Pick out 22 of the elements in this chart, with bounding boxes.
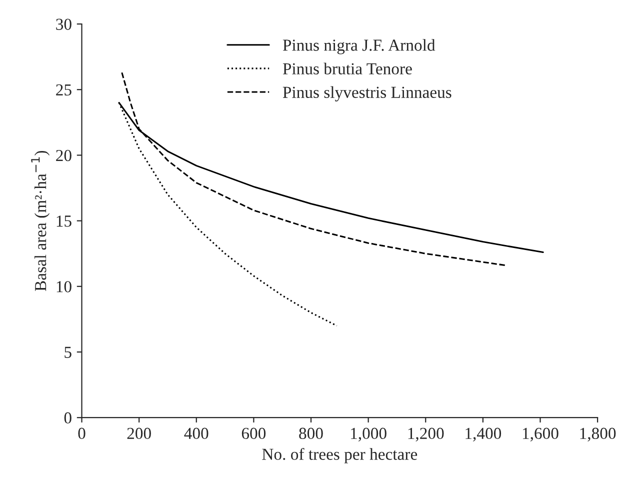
y-tick-label: 0 — [64, 412, 72, 424]
y-tick-label: 25 — [56, 84, 72, 96]
legend-label: Pinus slyvestris Linnaeus — [282, 86, 452, 102]
x-axis-title: No. of trees per hectare — [262, 448, 418, 464]
x-tick-label: 600 — [242, 428, 266, 440]
y-tick-label: 5 — [64, 346, 72, 358]
y-axis-title: Basal area (m²·ha$^{−1}$) — [31, 150, 50, 291]
y-tick-label: 15 — [56, 216, 72, 227]
y-tick-label: 10 — [56, 281, 72, 292]
x-tick-label: 400 — [184, 428, 208, 440]
x-tick-label: 1,200 — [408, 428, 444, 442]
x-tick-label: 1,000 — [351, 428, 386, 442]
x-tick-label: 1,400 — [466, 428, 502, 442]
x-tick-label: 1,800 — [580, 428, 616, 442]
x-tick-label: 800 — [299, 428, 323, 440]
y-tick-label: 30 — [56, 18, 72, 30]
x-tick-label: 1,600 — [522, 428, 558, 442]
y-tick-label: 20 — [56, 150, 72, 162]
x-tick-label: 0 — [78, 428, 86, 440]
legend-label: Pinus nigra J.F. Arnold — [282, 39, 436, 54]
legend-label: Pinus brutia Tenore — [282, 62, 412, 74]
x-tick-label: 200 — [127, 428, 151, 440]
